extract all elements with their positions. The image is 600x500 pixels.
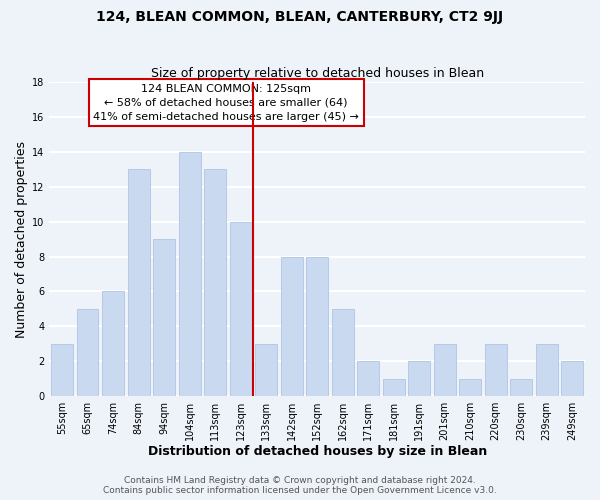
Title: Size of property relative to detached houses in Blean: Size of property relative to detached ho… xyxy=(151,66,484,80)
Bar xyxy=(562,361,583,396)
Bar xyxy=(52,344,73,396)
Bar xyxy=(179,152,200,396)
Bar xyxy=(536,344,557,396)
Bar xyxy=(358,361,379,396)
Text: 124 BLEAN COMMON: 125sqm
← 58% of detached houses are smaller (64)
41% of semi-d: 124 BLEAN COMMON: 125sqm ← 58% of detach… xyxy=(93,84,359,122)
Bar xyxy=(409,361,430,396)
Bar xyxy=(256,344,277,396)
X-axis label: Distribution of detached houses by size in Blean: Distribution of detached houses by size … xyxy=(148,444,487,458)
Bar xyxy=(485,344,506,396)
Bar xyxy=(307,256,328,396)
Bar xyxy=(460,378,481,396)
Bar xyxy=(383,378,404,396)
Bar xyxy=(128,170,149,396)
Bar xyxy=(205,170,226,396)
Bar xyxy=(332,309,353,396)
Bar xyxy=(511,378,532,396)
Text: 124, BLEAN COMMON, BLEAN, CANTERBURY, CT2 9JJ: 124, BLEAN COMMON, BLEAN, CANTERBURY, CT… xyxy=(97,10,503,24)
Bar xyxy=(77,309,98,396)
Bar xyxy=(154,239,175,396)
Bar xyxy=(103,292,124,396)
Bar xyxy=(434,344,455,396)
Bar xyxy=(230,222,251,396)
Bar xyxy=(281,256,302,396)
Y-axis label: Number of detached properties: Number of detached properties xyxy=(15,140,28,338)
Text: Contains HM Land Registry data © Crown copyright and database right 2024.
Contai: Contains HM Land Registry data © Crown c… xyxy=(103,476,497,495)
